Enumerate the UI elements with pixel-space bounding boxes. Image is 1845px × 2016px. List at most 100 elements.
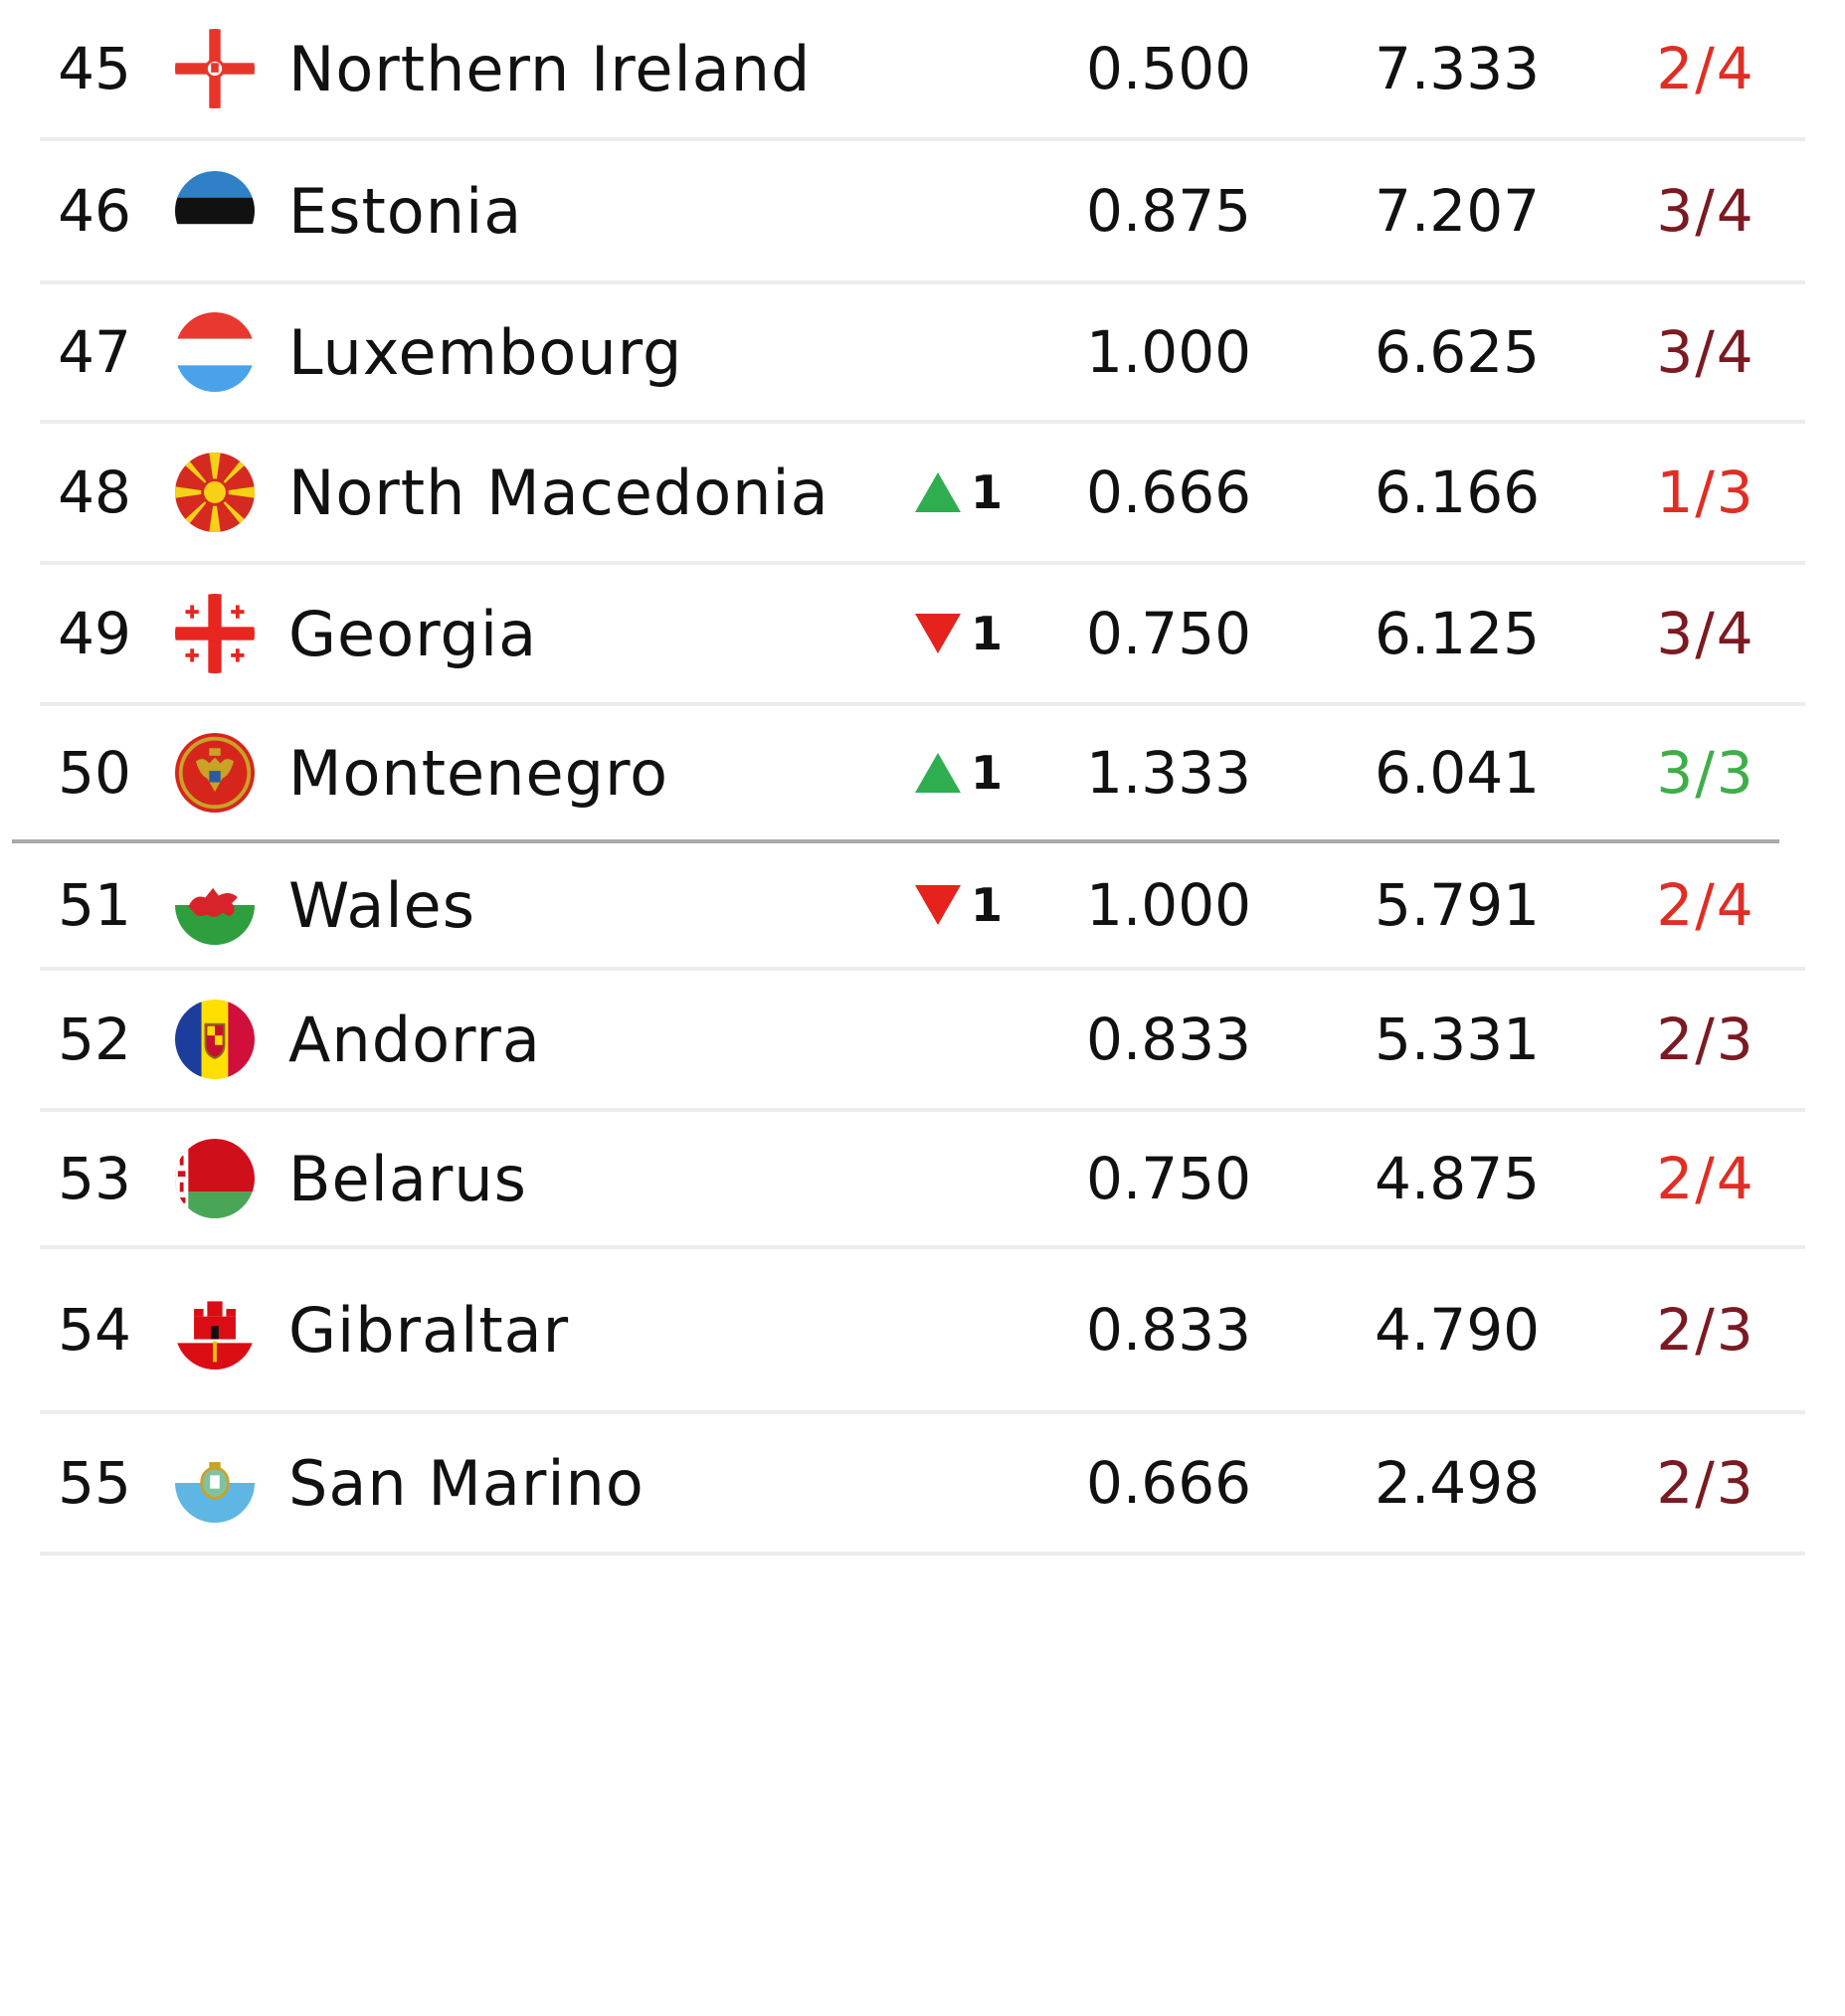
total-coefficient: 7.207 xyxy=(1374,177,1541,245)
team-name: North Macedonia xyxy=(288,456,830,529)
rank-number: 49 xyxy=(58,600,131,667)
rank-movement: 1 xyxy=(915,565,1034,702)
team-name: Wales xyxy=(288,868,476,942)
table-row[interactable]: 45 Northern Ireland 0.500 7.333 2/4 xyxy=(0,0,1845,141)
table-row[interactable]: 54 Gibraltar 0.833 4.790 2/3 xyxy=(0,1249,1845,1414)
rank-number: 46 xyxy=(58,177,131,245)
season-coefficient: 0.750 xyxy=(1085,1145,1252,1212)
row-divider xyxy=(40,561,1805,565)
table-row[interactable]: 55 San Marino 0.666 2.498 2/3 xyxy=(0,1414,1845,1556)
triangle-up-icon xyxy=(915,753,961,793)
rank-movement xyxy=(915,0,1034,137)
row-divider xyxy=(40,1552,1805,1556)
season-coefficient: 0.666 xyxy=(1085,458,1252,526)
clubs-remaining: 3/4 xyxy=(1656,177,1755,245)
triangle-up-icon xyxy=(915,472,961,512)
season-coefficient: 0.500 xyxy=(1085,35,1252,102)
rank-number: 53 xyxy=(58,1145,131,1212)
season-coefficient: 1.000 xyxy=(1085,871,1252,939)
row-divider xyxy=(40,280,1805,284)
andorra-flag-icon xyxy=(173,971,257,1108)
triangle-down-icon xyxy=(915,885,961,925)
season-coefficient: 0.666 xyxy=(1085,1449,1252,1517)
rank-movement xyxy=(915,1112,1034,1245)
clubs-remaining: 2/4 xyxy=(1656,35,1755,102)
clubs-remaining: 3/3 xyxy=(1656,739,1755,807)
table-row[interactable]: 52 Andorra 0.833 5.331 2/3 xyxy=(0,971,1845,1112)
rank-number: 45 xyxy=(58,35,131,102)
team-name: San Marino xyxy=(288,1446,645,1520)
total-coefficient: 6.125 xyxy=(1374,600,1541,667)
team-name: Georgia xyxy=(288,597,538,670)
total-coefficient: 6.041 xyxy=(1374,739,1541,807)
season-coefficient: 0.750 xyxy=(1085,600,1252,667)
row-divider xyxy=(40,1410,1805,1414)
rank-movement xyxy=(915,1414,1034,1552)
row-divider xyxy=(40,1245,1805,1249)
total-coefficient: 7.333 xyxy=(1374,35,1541,102)
rank-number: 51 xyxy=(58,871,131,939)
season-coefficient: 1.333 xyxy=(1085,739,1252,807)
table-row[interactable]: 51 Wales 1 1.000 5.791 2/4 xyxy=(0,843,1845,971)
table-row[interactable]: 49 Georgia 1 0.750 6.125 3/4 xyxy=(0,565,1845,706)
clubs-remaining: 2/4 xyxy=(1656,1145,1755,1212)
total-coefficient: 5.331 xyxy=(1374,1006,1541,1073)
team-name: Northern Ireland xyxy=(288,32,812,105)
team-name: Estonia xyxy=(288,174,523,248)
season-coefficient: 0.875 xyxy=(1085,177,1252,245)
table-row[interactable]: 46 Estonia 0.875 7.207 3/4 xyxy=(0,141,1845,284)
clubs-remaining: 2/3 xyxy=(1656,1449,1755,1517)
season-coefficient: 0.833 xyxy=(1085,1296,1252,1364)
rank-movement xyxy=(915,284,1034,420)
clubs-remaining: 2/4 xyxy=(1656,871,1755,939)
rank-number: 55 xyxy=(58,1449,131,1517)
rank-number: 52 xyxy=(58,1006,131,1073)
georgia-flag-icon xyxy=(173,565,257,702)
montenegro-flag-icon xyxy=(173,706,257,839)
rank-number: 47 xyxy=(58,318,131,386)
rank-number: 48 xyxy=(58,458,131,526)
table-row[interactable]: 53 Belarus 0.750 4.875 2/4 xyxy=(0,1112,1845,1249)
row-divider xyxy=(40,1108,1805,1112)
rank-number: 54 xyxy=(58,1296,131,1364)
san-marino-flag-icon xyxy=(173,1414,257,1552)
rank-movement: 1 xyxy=(915,706,1034,839)
rank-movement: 1 xyxy=(915,424,1034,561)
rank-movement: 1 xyxy=(915,843,1034,967)
rank-movement-value: 1 xyxy=(971,465,1004,519)
clubs-remaining: 1/3 xyxy=(1656,458,1755,526)
gibraltar-flag-icon xyxy=(173,1249,257,1410)
table-row[interactable]: 48 North Macedonia 1 0.666 6.166 1/3 xyxy=(0,424,1845,565)
row-divider xyxy=(40,702,1805,706)
row-divider xyxy=(40,420,1805,424)
total-coefficient: 5.791 xyxy=(1374,871,1541,939)
rank-movement-value: 1 xyxy=(971,607,1004,660)
row-divider xyxy=(40,967,1805,971)
wales-flag-icon xyxy=(173,843,257,967)
team-name: Luxembourg xyxy=(288,315,683,389)
season-coefficient: 0.833 xyxy=(1085,1006,1252,1073)
total-coefficient: 4.790 xyxy=(1374,1296,1541,1364)
clubs-remaining: 3/4 xyxy=(1656,318,1755,386)
rank-movement xyxy=(915,971,1034,1108)
luxembourg-flag-icon xyxy=(173,284,257,420)
total-coefficient: 6.166 xyxy=(1374,458,1541,526)
clubs-remaining: 2/3 xyxy=(1656,1006,1755,1073)
team-name: Montenegro xyxy=(288,736,669,810)
table-row[interactable]: 47 Luxembourg 1.000 6.625 3/4 xyxy=(0,284,1845,424)
clubs-remaining: 2/3 xyxy=(1656,1296,1755,1364)
team-name: Gibraltar xyxy=(288,1293,570,1367)
rank-number: 50 xyxy=(58,739,131,807)
total-coefficient: 4.875 xyxy=(1374,1145,1541,1212)
rank-movement-value: 1 xyxy=(971,878,1004,932)
total-coefficient: 2.498 xyxy=(1374,1449,1541,1517)
rank-movement xyxy=(915,1249,1034,1410)
table-row[interactable]: 50 Montenegro 1 1.333 6.041 3/3 xyxy=(0,706,1845,843)
northern-ireland-flag-icon xyxy=(173,0,257,137)
season-coefficient: 1.000 xyxy=(1085,318,1252,386)
rank-movement-value: 1 xyxy=(971,746,1004,800)
belarus-flag-icon xyxy=(173,1112,257,1245)
triangle-down-icon xyxy=(915,614,961,653)
cutline-divider xyxy=(12,839,1779,843)
